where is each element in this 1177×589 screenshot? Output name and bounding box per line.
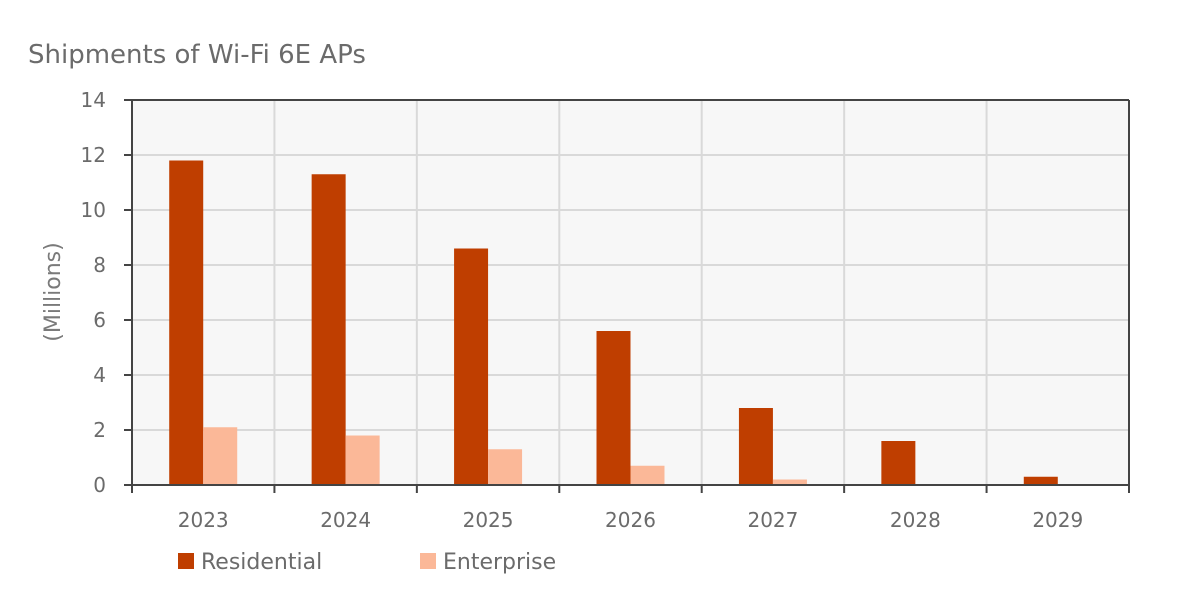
bar-residential-2025 — [454, 248, 489, 485]
bar-enterprise-2027 — [772, 479, 807, 485]
y-tick-label: 8 — [93, 253, 106, 277]
bars — [169, 160, 1058, 485]
bar-residential-2026 — [596, 331, 631, 485]
y-tick-label: 10 — [81, 198, 106, 222]
y-axis-label: (Millions) — [41, 242, 66, 341]
y-tick-label: 12 — [81, 143, 106, 167]
y-tick-label: 4 — [93, 363, 106, 387]
x-tick-label: 2027 — [747, 508, 798, 532]
x-tick-label: 2025 — [463, 508, 514, 532]
x-tick-labels: 2023 2024 2025 2026 2027 2028 2029 — [178, 508, 1083, 532]
legend: Residential Enterprise — [178, 550, 556, 575]
x-tick-label: 2023 — [178, 508, 229, 532]
y-tick-label: 6 — [93, 308, 106, 332]
x-tick-label: 2029 — [1032, 508, 1083, 532]
chart-title: Shipments of Wi-Fi 6E APs — [28, 40, 366, 70]
y-tick-labels: 0 2 4 6 8 10 12 14 — [81, 88, 106, 497]
legend-label-enterprise: Enterprise — [443, 550, 556, 575]
bar-residential-2029 — [1023, 476, 1058, 485]
bar-residential-2028 — [881, 441, 916, 485]
bar-enterprise-2024 — [345, 435, 380, 485]
x-tick-label: 2026 — [605, 508, 656, 532]
axes — [124, 99, 1130, 493]
bar-enterprise-2026 — [630, 465, 665, 485]
bar-enterprise-2025 — [488, 449, 523, 485]
y-tick-label: 14 — [81, 88, 106, 112]
bar-residential-2023 — [169, 160, 204, 485]
bar-enterprise-2023 — [203, 427, 238, 485]
legend-swatch-residential — [178, 553, 194, 569]
legend-label-residential: Residential — [201, 550, 322, 575]
legend-swatch-enterprise — [420, 553, 436, 569]
x-tick-label: 2028 — [890, 508, 941, 532]
y-tick-label: 0 — [93, 473, 106, 497]
y-tick-label: 2 — [93, 418, 106, 442]
bar-residential-2027 — [738, 408, 773, 485]
x-tick-label: 2024 — [320, 508, 371, 532]
bar-residential-2024 — [311, 174, 346, 485]
